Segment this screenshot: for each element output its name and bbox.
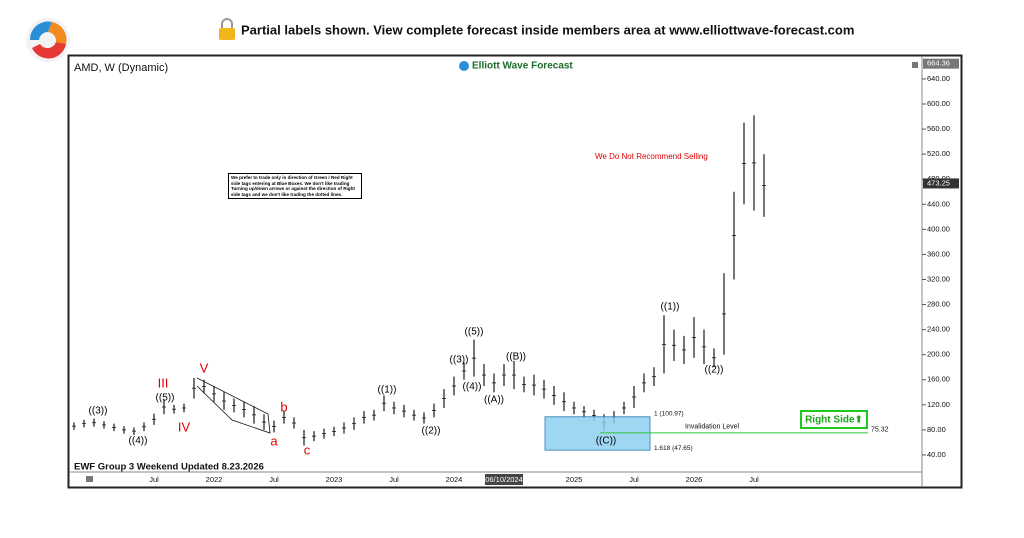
logo bbox=[26, 18, 70, 62]
price-tag bbox=[923, 178, 959, 189]
footer: EWF Group 3 Weekend Updated 8.23.2026 bbox=[74, 462, 264, 473]
settings-icon[interactable] bbox=[912, 62, 918, 68]
wave-label: V bbox=[200, 360, 209, 375]
y-tick-label: 40.00 bbox=[927, 450, 946, 459]
y-tick-label: 120.00 bbox=[927, 400, 950, 409]
wave-label: b bbox=[280, 399, 287, 414]
x-tick-label: Jul bbox=[749, 475, 759, 484]
wave-label: ((5)) bbox=[465, 327, 484, 338]
y-tick-label: 600.00 bbox=[927, 99, 950, 108]
disclaimer: We prefer to trade only in direction of … bbox=[228, 173, 362, 200]
y-tick-label: 520.00 bbox=[927, 149, 950, 158]
header-notice: Partial labels shown. View complete fore… bbox=[241, 22, 854, 37]
note: We Do Not Recommend Selling bbox=[595, 152, 708, 161]
wave-label: ((4)) bbox=[129, 436, 148, 447]
right-side-box bbox=[800, 410, 868, 429]
x-tick-label: Jul bbox=[269, 475, 279, 484]
lock-icon bbox=[219, 18, 235, 40]
y-tick-label: 280.00 bbox=[927, 300, 950, 309]
blue-box-label: 1.618 (47.65) bbox=[654, 445, 693, 452]
price-tag bbox=[923, 58, 959, 69]
y-tick-label: 360.00 bbox=[927, 249, 950, 258]
wave-label: III bbox=[158, 375, 169, 390]
price-tag-label: 664.36 bbox=[927, 59, 950, 68]
wave-label: ((3)) bbox=[89, 406, 108, 417]
y-tick-label: 560.00 bbox=[927, 124, 950, 133]
wave-label: c bbox=[304, 442, 311, 457]
x-tick-label: 2023 bbox=[326, 475, 343, 484]
x-tick-label: 06/10/2024 bbox=[485, 475, 523, 484]
x-tick-label: 2026 bbox=[686, 475, 703, 484]
wave-label: ((3)) bbox=[450, 355, 469, 366]
wave-label: ((B)) bbox=[506, 352, 526, 363]
wave-label: ((2)) bbox=[422, 426, 441, 437]
wave-label: ((1)) bbox=[661, 302, 680, 313]
x-tick-label: Jul bbox=[629, 475, 639, 484]
y-tick-label: 440.00 bbox=[927, 199, 950, 208]
invalidation-label: Invalidation Level bbox=[685, 424, 740, 431]
blue-box bbox=[544, 416, 651, 451]
y-tick-label: 320.00 bbox=[927, 274, 950, 283]
wave-label: IV bbox=[178, 419, 191, 434]
y-tick-label: 80.00 bbox=[927, 425, 946, 434]
y-tick-label: 160.00 bbox=[927, 375, 950, 384]
x-tick-label: 2022 bbox=[206, 475, 223, 484]
wave-label: ((4)) bbox=[463, 382, 482, 393]
wave-label: ((5)) bbox=[156, 393, 175, 404]
right-side: Right Side⬆ bbox=[805, 415, 863, 426]
x-label-highlight bbox=[485, 474, 523, 485]
x-tick-label: Jul bbox=[389, 475, 399, 484]
wave-label: ((1)) bbox=[378, 385, 397, 396]
x-tick-label: 2025 bbox=[566, 475, 583, 484]
invalidation-value: 75.32 bbox=[871, 427, 889, 434]
x-tick-label: Jul bbox=[149, 475, 159, 484]
x-tick-label: 2024 bbox=[446, 475, 463, 484]
y-tick-label: 400.00 bbox=[927, 224, 950, 233]
wave-label: ((2)) bbox=[705, 365, 724, 376]
zoom-icon[interactable] bbox=[86, 476, 93, 482]
brand-icon bbox=[459, 61, 469, 71]
y-tick-label: 640.00 bbox=[927, 74, 950, 83]
brand: Elliott Wave Forecast bbox=[472, 61, 573, 72]
y-tick-label: 240.00 bbox=[927, 325, 950, 334]
blue-box-label: 1 (100.97) bbox=[654, 410, 684, 417]
chart-title: AMD, W (Dynamic) bbox=[74, 62, 168, 74]
y-tick-label: 200.00 bbox=[927, 350, 950, 359]
wave-label: a bbox=[270, 433, 278, 448]
wave-label: ((C)) bbox=[596, 436, 617, 447]
price-tag-label: 473.25 bbox=[927, 178, 950, 187]
wave-label: ((A)) bbox=[484, 395, 504, 406]
